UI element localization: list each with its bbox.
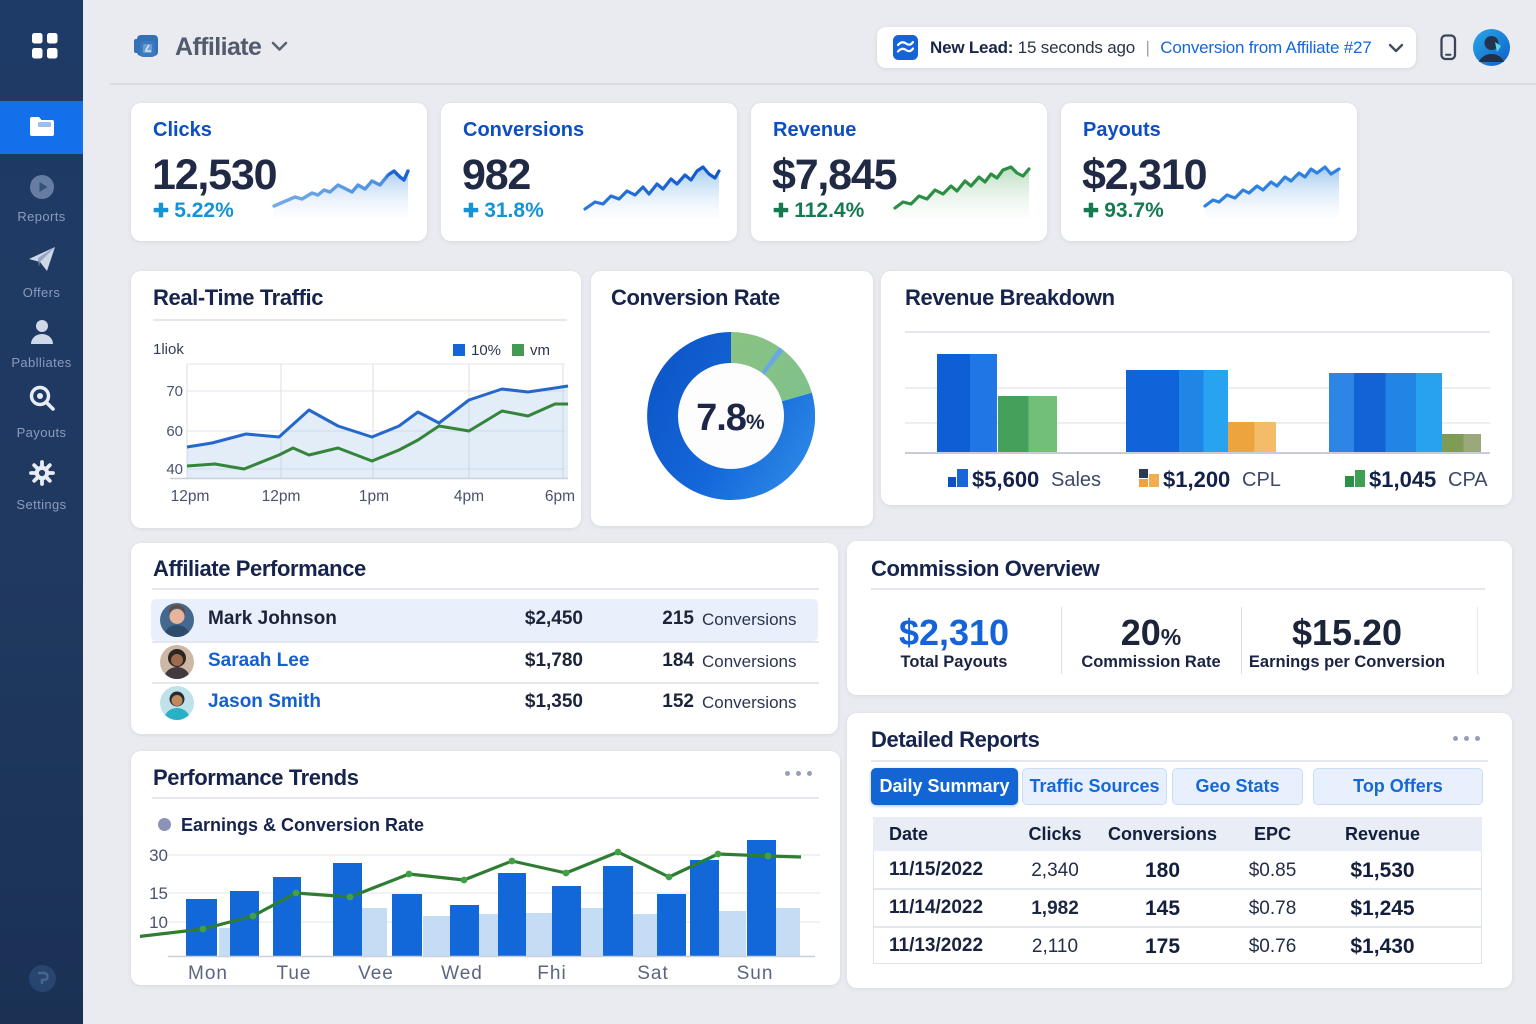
svg-text:%: %	[746, 411, 765, 434]
svg-text:40: 40	[166, 461, 183, 478]
svg-text:4pm: 4pm	[454, 488, 484, 505]
svg-text:6pm: 6pm	[545, 488, 575, 505]
svg-text:15: 15	[149, 884, 168, 903]
svg-text:Fhi: Fhi	[537, 963, 566, 984]
svg-text:12pm: 12pm	[262, 488, 301, 505]
svg-text:Vee: Vee	[358, 963, 394, 984]
svg-text:7.8: 7.8	[696, 397, 746, 439]
svg-text:Tue: Tue	[276, 963, 311, 984]
svg-text:1pm: 1pm	[359, 488, 389, 505]
svg-text:Sun: Sun	[737, 963, 774, 984]
svg-text:Mon: Mon	[188, 963, 228, 984]
svg-text:Sat: Sat	[637, 963, 669, 984]
svg-text:Wed: Wed	[441, 963, 483, 984]
svg-text:70: 70	[166, 383, 183, 400]
svg-text:60: 60	[166, 423, 183, 440]
svg-text:30: 30	[149, 846, 168, 865]
svg-text:10: 10	[149, 913, 168, 932]
svg-text:12pm: 12pm	[171, 488, 210, 505]
